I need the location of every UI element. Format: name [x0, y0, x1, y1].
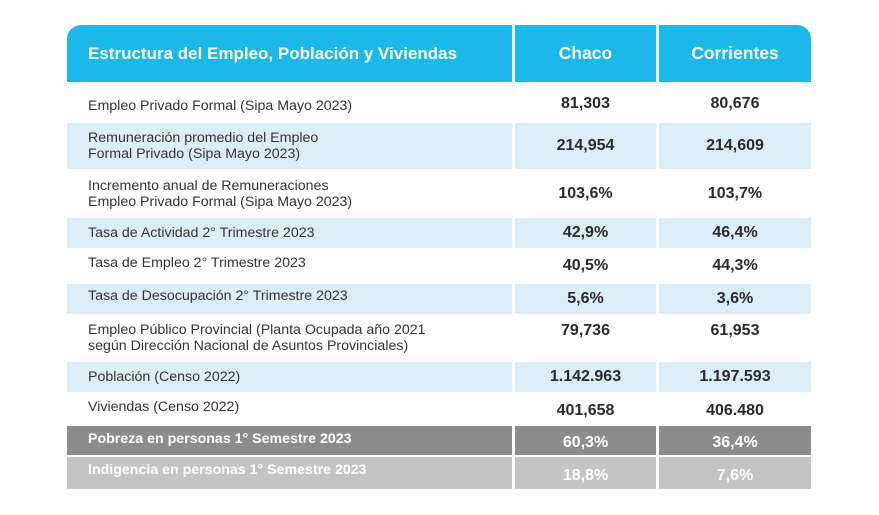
row-label: Tasa de Desocupación 2° Trimestre 2023 — [88, 288, 348, 304]
table-header: Estructura del Empleo, Población y Vivie… — [67, 25, 811, 82]
corrientes-value: 46,4% — [656, 218, 811, 248]
table-row: Tasa de Desocupación 2° Trimestre 2023 5… — [67, 284, 811, 316]
chaco-value: 5,6% — [512, 284, 656, 314]
corrientes-value: 7,6% — [656, 457, 811, 489]
table-row: Empleo Privado Formal (Sipa Mayo 2023) 8… — [67, 90, 811, 123]
table-row: Remuneración promedio del Empleo Formal P… — [67, 123, 811, 171]
row-label: Tasa de Actividad 2° Trimestre 2023 — [88, 225, 315, 241]
chaco-value: 40,5% — [512, 250, 656, 282]
chaco-value: 401,658 — [512, 394, 656, 424]
table-row: Pobreza en personas 1° Semestre 2023 60,… — [67, 426, 811, 457]
row-label: Incremento anual de Remuneraciones Empleo… — [88, 177, 353, 210]
table-row: Tasa de Empleo 2° Trimestre 2023 40,5% 4… — [67, 250, 811, 284]
table-row: Población (Censo 2022) 1.142.963 1.197.5… — [67, 362, 811, 394]
corrientes-value: 3,6% — [656, 284, 811, 314]
row-label: Tasa de Empleo 2° Trimestre 2023 — [88, 255, 306, 271]
corrientes-value: 1.197.593 — [656, 362, 811, 392]
corrientes-value: 103,7% — [656, 171, 811, 216]
data-table: Estructura del Empleo, Población y Vivie… — [67, 25, 811, 489]
header-title: Estructura del Empleo, Población y Vivie… — [88, 43, 458, 63]
row-label: Indigencia en personas 1° Semestre 2023 — [88, 462, 367, 478]
header-spacer — [67, 82, 811, 90]
table-row: Incremento anual de Remuneraciones Empleo… — [67, 171, 811, 218]
chaco-value: 103,6% — [512, 171, 656, 216]
row-label: Empleo Privado Formal (Sipa Mayo 2023) — [88, 97, 353, 114]
corrientes-value: 36,4% — [656, 426, 811, 455]
corrientes-value: 406.480 — [656, 394, 811, 424]
table-row: Indigencia en personas 1° Semestre 2023 … — [67, 457, 811, 489]
chaco-value: 214,954 — [512, 123, 656, 169]
corrientes-value: 44,3% — [656, 250, 811, 282]
chaco-value: 42,9% — [512, 218, 656, 248]
row-label: Población (Censo 2022) — [88, 369, 241, 385]
chaco-value: 60,3% — [512, 426, 656, 455]
row-label: Empleo Público Provincial (Planta Ocupad… — [88, 322, 426, 354]
chaco-value: 81,303 — [512, 90, 656, 121]
corrientes-value: 214,609 — [656, 123, 811, 169]
corrientes-value: 61,953 — [656, 316, 811, 360]
table-row: Empleo Público Provincial (Planta Ocupad… — [67, 316, 811, 362]
header-chaco: Chaco — [512, 25, 656, 82]
chaco-value: 18,8% — [512, 457, 656, 489]
header-corrientes: Corrientes — [656, 25, 811, 82]
table-row: Tasa de Actividad 2° Trimestre 2023 42,9… — [67, 218, 811, 250]
chaco-value: 79,736 — [512, 316, 656, 360]
corrientes-value: 80,676 — [656, 90, 811, 121]
chaco-value: 1.142.963 — [512, 362, 656, 392]
row-label: Pobreza en personas 1° Semestre 2023 — [88, 431, 352, 447]
row-label: Remuneración promedio del Empleo Formal P… — [88, 130, 319, 162]
table-row: Viviendas (Censo 2022) 401,658 406.480 — [67, 394, 811, 426]
row-label: Viviendas (Censo 2022) — [88, 399, 240, 415]
